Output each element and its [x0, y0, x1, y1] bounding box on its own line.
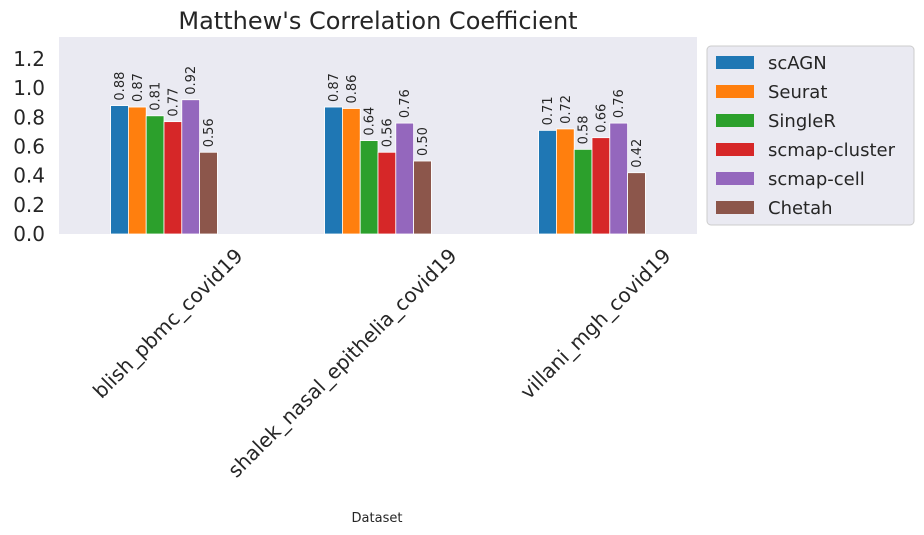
legend-label: Chetah	[768, 198, 833, 219]
bar-seurat-1	[341, 108, 361, 235]
legend-swatch	[716, 201, 754, 214]
data-label-singler-0: 0.81	[149, 82, 164, 111]
legend-swatch	[716, 114, 754, 127]
legend-box	[706, 45, 915, 226]
bar-scmap-cluster-0	[163, 121, 183, 235]
data-label-chetah-2: 0.42	[630, 139, 645, 168]
bar-scagn-2	[538, 129, 557, 235]
y-tick-label: 0.6	[13, 134, 45, 158]
x-tick-label: villani_mgh_covid19	[515, 244, 675, 404]
legend: scAGN Seurat SingleR scmap-cluster scmap-cel…	[706, 45, 915, 226]
x-axis-label: Dataset	[352, 511, 403, 526]
data-label-scmap-cluster-2: 0.66	[594, 104, 609, 133]
legend-label: Seurat	[768, 82, 827, 103]
bar-scmap-cell-2	[609, 122, 628, 235]
chart-title: Matthew's Correlation Coefficient	[178, 7, 577, 35]
data-label-scmap-cluster-1: 0.56	[380, 118, 395, 147]
bar-scagn-1	[324, 106, 343, 235]
data-label-scmap-cell-1: 0.76	[398, 89, 413, 118]
data-labels-group: 0.88 0.870.710.87 0.860.720.810.64 0.580.77…	[113, 66, 645, 168]
bar-scmap-cluster-2	[591, 137, 611, 235]
bar-singler-2	[573, 148, 593, 235]
data-label-seurat-0: 0.87	[131, 73, 146, 102]
data-label-scmap-cluster-0: 0.77	[166, 88, 181, 117]
bars-group	[110, 99, 646, 235]
y-tick-label: 0.8	[13, 105, 45, 129]
data-label-seurat-2: 0.72	[559, 95, 574, 124]
legend-swatch	[716, 56, 754, 69]
bar-chetah-1	[413, 160, 432, 235]
bar-scmap-cluster-1	[377, 151, 397, 235]
legend-swatch	[716, 143, 754, 156]
bar-scmap-cell-0	[181, 99, 201, 235]
data-label-singler-2: 0.58	[577, 115, 592, 144]
data-label-scmap-cell-2: 0.76	[612, 89, 627, 118]
y-tick-label: 0.0	[13, 222, 45, 246]
bar-singler-1	[359, 140, 379, 235]
bar-singler-0	[145, 115, 165, 235]
bar-scmap-cell-1	[395, 122, 414, 235]
data-label-scagn-0: 0.88	[113, 72, 128, 101]
x-ticks-group: blish_pbmc_covid19shalek_nasal_epithelia…	[88, 244, 675, 483]
x-tick-label: blish_pbmc_covid19	[88, 244, 247, 403]
bar-scagn-0	[110, 105, 129, 235]
legend-label: scAGN	[768, 53, 827, 74]
legend-label: scmap-cluster	[768, 140, 896, 161]
bar-chetah-2	[627, 172, 646, 235]
x-tick-label: shalek_nasal_epithelia_covid19	[223, 244, 462, 483]
bar-seurat-2	[556, 128, 575, 235]
data-label-seurat-1: 0.86	[345, 75, 360, 104]
y-tick-label: 1.2	[13, 47, 45, 71]
data-label-scagn-2: 0.71	[541, 96, 556, 125]
data-label-singler-1: 0.64	[363, 107, 378, 136]
y-ticks-group: 0.0 0.2 0.4 0.6 0.8 1.0 1.2	[13, 47, 45, 246]
legend-label: scmap-cell	[768, 169, 865, 190]
bar-chetah-0	[199, 151, 218, 235]
legend-label: SingleR	[768, 111, 836, 132]
data-label-chetah-0: 0.56	[202, 118, 217, 147]
data-label-scagn-1: 0.87	[327, 73, 342, 102]
y-tick-label: 1.0	[13, 76, 45, 100]
bar-seurat-0	[127, 106, 147, 235]
data-label-scmap-cell-0: 0.92	[184, 66, 199, 95]
legend-swatch	[716, 172, 754, 185]
y-tick-label: 0.4	[13, 164, 45, 188]
y-tick-label: 0.2	[13, 193, 45, 217]
data-label-chetah-1: 0.50	[416, 127, 431, 156]
legend-swatch	[716, 85, 754, 98]
